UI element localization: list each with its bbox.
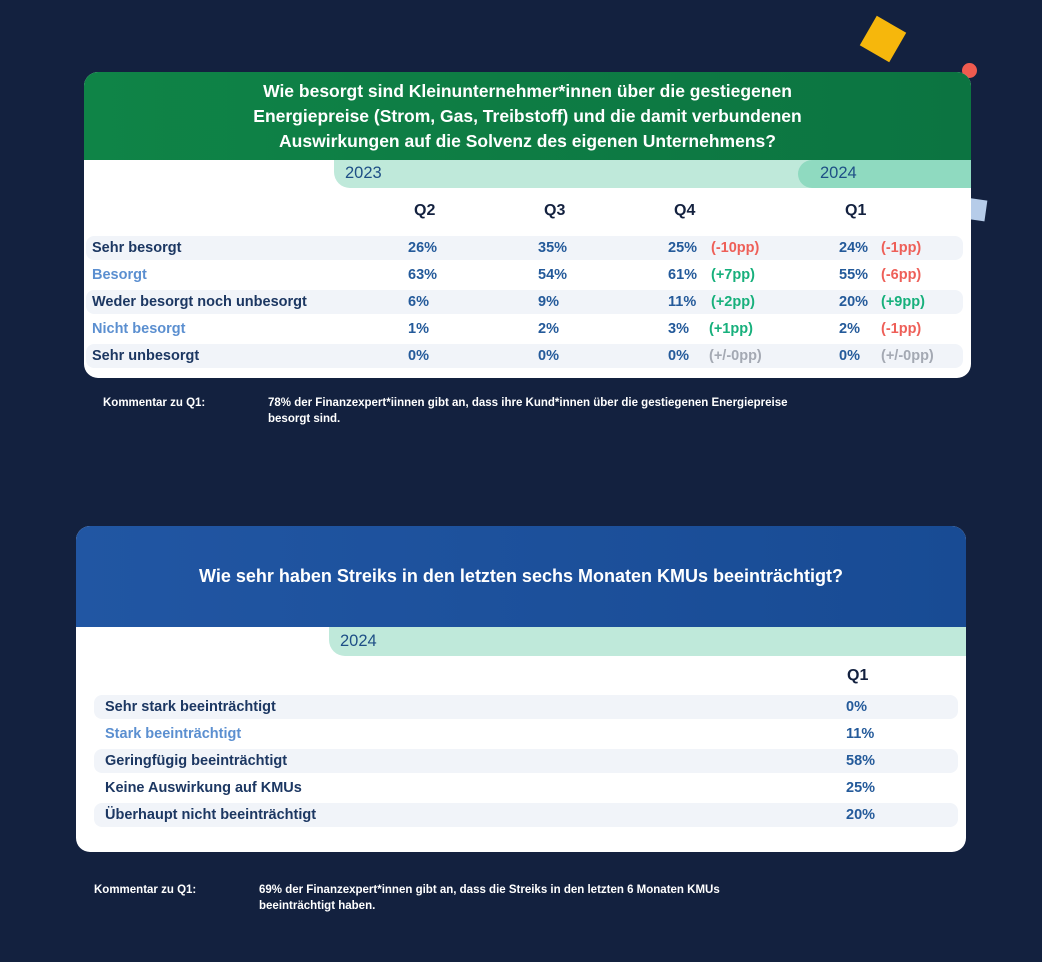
- energy-title-line-2: Energiepreise (Strom, Gas, Treibstoff) u…: [253, 105, 802, 126]
- value-cell-q2: 26%: [408, 240, 438, 256]
- strike-column-header-q1: Q1: [847, 667, 869, 684]
- row-label: Sehr stark beeinträchtigt: [105, 699, 276, 715]
- row-label: Besorgt: [92, 267, 147, 283]
- table-row: Geringfügig beeinträchtigt 58%: [94, 749, 958, 773]
- value-cell-q4: 25%: [668, 240, 698, 256]
- column-header-q4: Q4: [674, 202, 696, 219]
- table-row: Sehr unbesorgt 0% 0% 0% 0% (+/-0pp) (+/-0pp): [86, 344, 963, 368]
- year-label-2024: 2024: [820, 164, 857, 182]
- value-cell-q1: 20%: [846, 807, 876, 823]
- q4-change-cell: (-10pp): [711, 240, 760, 256]
- table-row: Weder besorgt noch unbesorgt 6% 9% 11% 20% (+…: [86, 290, 963, 314]
- row-label: Sehr unbesorgt: [92, 348, 200, 364]
- q4-change-cell: (+2pp): [711, 294, 755, 310]
- column-header-q2: Q2: [414, 202, 436, 219]
- value-cell-q1: 20%: [839, 294, 869, 310]
- year-band-2024-strikes: [329, 627, 966, 656]
- energy-comment-text: 78% der Finanzexpert*iinnen gibt an, das…: [268, 396, 788, 427]
- row-label: Nicht besorgt: [92, 321, 186, 337]
- value-cell-q2: 63%: [408, 267, 438, 283]
- value-cell-q3: 35%: [538, 240, 568, 256]
- value-cell-q1: 24%: [839, 240, 869, 256]
- table-row: Nicht besorgt 1% 2% 3% 2% (+1pp) (-1pp): [86, 317, 963, 341]
- table-row: Sehr besorgt 26% 35% 25% 24% (-10pp) (-1pp): [86, 236, 963, 260]
- q4-change-cell: (+/-0pp): [709, 348, 762, 364]
- energy-comment-label: Kommentar zu Q1:: [103, 397, 206, 409]
- row-label: Sehr besorgt: [92, 240, 182, 256]
- value-cell-q2: 1%: [408, 321, 429, 337]
- strike-title: Wie sehr haben Streiks in den letzten se…: [199, 566, 843, 586]
- column-header-q3: Q3: [544, 202, 566, 219]
- value-cell-q4: 0%: [668, 348, 689, 364]
- column-header-q1: Q1: [845, 202, 867, 219]
- strike-comment-line-1: 69% der Finanzexpert*innen gibt an, dass…: [259, 884, 720, 896]
- strike-question-header: Wie sehr haben Streiks in den letzten se…: [76, 526, 966, 627]
- value-cell-q1: 2%: [839, 321, 860, 337]
- energy-comment-line-1: 78% der Finanzexpert*iinnen gibt an, das…: [268, 397, 788, 409]
- value-cell-q1: 58%: [846, 753, 876, 769]
- row-label: Weder besorgt noch unbesorgt: [92, 294, 307, 310]
- value-cell-q1: 0%: [846, 699, 867, 715]
- strike-comment-label: Kommentar zu Q1:: [94, 884, 197, 896]
- table-row: Überhaupt nicht beeinträchtigt 20%: [94, 803, 958, 827]
- row-label: Überhaupt nicht beeinträchtigt: [105, 807, 317, 823]
- value-cell-q1: 11%: [846, 726, 875, 742]
- table-row: Besorgt 63% 54% 61% 55% (+7pp) (-6pp): [86, 263, 963, 287]
- energy-title-line-1: Wie besorgt sind Kleinunternehmer*innen …: [263, 80, 792, 101]
- q1-change-cell: (-1pp): [881, 240, 922, 256]
- value-cell-q2: 0%: [408, 348, 429, 364]
- table-row: Stark beeinträchtigt 11%: [94, 722, 958, 746]
- value-cell-q3: 9%: [538, 294, 559, 310]
- table-row: Keine Auswirkung auf KMUs 25%: [94, 776, 958, 800]
- row-label: Geringfügig beeinträchtigt: [105, 753, 288, 769]
- q4-change-cell: (+7pp): [711, 267, 755, 283]
- q4-change-cell: (+1pp): [709, 321, 753, 337]
- year-band-2024: [798, 160, 971, 188]
- value-cell-q3: 0%: [538, 348, 559, 364]
- value-cell-q2: 6%: [408, 294, 429, 310]
- value-cell-q3: 2%: [538, 321, 559, 337]
- energy-question-header: Wie besorgt sind Kleinunternehmer*innen …: [84, 72, 971, 160]
- value-cell-q4: 11%: [668, 294, 697, 310]
- energy-comment-line-2: besorgt sind.: [268, 412, 341, 425]
- table-row: Sehr stark beeinträchtigt 0%: [94, 695, 958, 719]
- value-cell-q1: 25%: [846, 780, 876, 796]
- energy-concern-table-card: Wie besorgt sind Kleinunternehmer*innen …: [84, 72, 971, 378]
- q1-change-cell: (-6pp): [881, 267, 922, 283]
- value-cell-q1: 0%: [839, 348, 860, 364]
- row-label: Keine Auswirkung auf KMUs: [105, 780, 302, 796]
- q1-change-cell: (+9pp): [881, 294, 925, 310]
- energy-title-line-3: Auswirkungen auf die Solvenz des eigenen…: [279, 130, 776, 151]
- value-cell-q4: 3%: [668, 321, 689, 337]
- q1-change-cell: (-1pp): [881, 321, 922, 337]
- decorative-diamond: [859, 15, 907, 63]
- strike-comment-text: 69% der Finanzexpert*innen gibt an, dass…: [259, 883, 720, 914]
- q1-change-cell: (+/-0pp): [881, 348, 934, 364]
- year-label-2023: 2023: [345, 164, 382, 182]
- strike-impact-table-card: Wie sehr haben Streiks in den letzten se…: [76, 526, 966, 852]
- value-cell-q1: 55%: [839, 267, 869, 283]
- value-cell-q3: 54%: [538, 267, 568, 283]
- row-label: Stark beeinträchtigt: [105, 726, 242, 742]
- value-cell-q4: 61%: [668, 267, 698, 283]
- strike-year-label-2024: 2024: [340, 632, 377, 650]
- strike-comment-line-2: beeinträchtigt haben.: [259, 899, 376, 912]
